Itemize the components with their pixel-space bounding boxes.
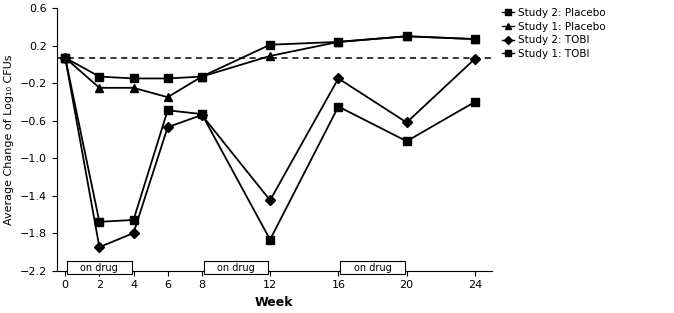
- Study 1: TOBI: (8, -0.53): TOBI: (8, -0.53): [197, 112, 206, 116]
- Study 2: TOBI: (6, -0.67): TOBI: (6, -0.67): [164, 125, 172, 129]
- Study 1: Placebo: (6, -0.35): Placebo: (6, -0.35): [164, 95, 172, 99]
- Legend: Study 2: Placebo, Study 1: Placebo, Study 2: TOBI, Study 1: TOBI: Study 2: Placebo, Study 1: Placebo, Stud…: [501, 8, 606, 59]
- Study 1: TOBI: (24, -0.4): TOBI: (24, -0.4): [471, 100, 479, 104]
- Y-axis label: Average Change of Log₁₀ CFUs: Average Change of Log₁₀ CFUs: [4, 54, 14, 225]
- Study 2: Placebo: (0, 0.07): Placebo: (0, 0.07): [61, 56, 69, 60]
- Study 2: Placebo: (6, -0.15): Placebo: (6, -0.15): [164, 77, 172, 80]
- Study 2: TOBI: (16, -0.15): TOBI: (16, -0.15): [334, 77, 342, 80]
- Study 2: Placebo: (12, 0.21): Placebo: (12, 0.21): [266, 43, 274, 47]
- Study 1: TOBI: (16, -0.45): TOBI: (16, -0.45): [334, 105, 342, 108]
- Study 2: TOBI: (4, -1.8): TOBI: (4, -1.8): [129, 231, 137, 235]
- Study 2: Placebo: (16, 0.24): Placebo: (16, 0.24): [334, 40, 342, 44]
- Text: on drug: on drug: [80, 263, 118, 273]
- Study 2: Placebo: (20, 0.3): Placebo: (20, 0.3): [402, 34, 410, 38]
- Study 2: TOBI: (2, -1.95): TOBI: (2, -1.95): [95, 245, 103, 249]
- Study 1: TOBI: (0, 0.07): TOBI: (0, 0.07): [61, 56, 69, 60]
- Study 1: Placebo: (20, 0.3): Placebo: (20, 0.3): [402, 34, 410, 38]
- Study 2: TOBI: (0, 0.07): TOBI: (0, 0.07): [61, 56, 69, 60]
- Study 1: Placebo: (24, 0.27): Placebo: (24, 0.27): [471, 37, 479, 41]
- Study 1: TOBI: (4, -1.66): TOBI: (4, -1.66): [129, 218, 137, 222]
- Line: Study 1: Placebo: Study 1: Placebo: [61, 32, 479, 101]
- Bar: [67, 261, 132, 274]
- Study 2: Placebo: (4, -0.15): Placebo: (4, -0.15): [129, 77, 137, 80]
- Study 2: Placebo: (24, 0.27): Placebo: (24, 0.27): [471, 37, 479, 41]
- Text: on drug: on drug: [354, 263, 392, 273]
- Study 2: Placebo: (2, -0.13): Placebo: (2, -0.13): [95, 75, 103, 79]
- Line: Study 2: TOBI: Study 2: TOBI: [62, 54, 479, 251]
- Study 1: Placebo: (12, 0.09): Placebo: (12, 0.09): [266, 54, 274, 58]
- Study 2: TOBI: (24, 0.06): TOBI: (24, 0.06): [471, 57, 479, 61]
- Line: Study 2: Placebo: Study 2: Placebo: [61, 32, 479, 83]
- Study 1: Placebo: (8, -0.13): Placebo: (8, -0.13): [197, 75, 206, 79]
- Text: on drug: on drug: [217, 263, 255, 273]
- Study 1: Placebo: (2, -0.25): Placebo: (2, -0.25): [95, 86, 103, 90]
- X-axis label: Week: Week: [255, 296, 294, 309]
- Study 1: Placebo: (16, 0.24): Placebo: (16, 0.24): [334, 40, 342, 44]
- Study 1: TOBI: (12, -1.87): TOBI: (12, -1.87): [266, 238, 274, 242]
- Study 2: Placebo: (8, -0.13): Placebo: (8, -0.13): [197, 75, 206, 79]
- Bar: [204, 261, 268, 274]
- Study 2: TOBI: (8, -0.54): TOBI: (8, -0.54): [197, 113, 206, 117]
- Study 1: TOBI: (6, -0.49): TOBI: (6, -0.49): [164, 108, 172, 112]
- Study 2: TOBI: (12, -1.45): TOBI: (12, -1.45): [266, 198, 274, 202]
- Study 1: TOBI: (20, -0.82): TOBI: (20, -0.82): [402, 139, 410, 143]
- Study 1: Placebo: (0, 0.07): Placebo: (0, 0.07): [61, 56, 69, 60]
- Line: Study 1: TOBI: Study 1: TOBI: [61, 54, 479, 244]
- Bar: [340, 261, 405, 274]
- Study 1: Placebo: (4, -0.25): Placebo: (4, -0.25): [129, 86, 137, 90]
- Study 1: TOBI: (2, -1.68): TOBI: (2, -1.68): [95, 220, 103, 224]
- Study 2: TOBI: (20, -0.62): TOBI: (20, -0.62): [402, 121, 410, 124]
